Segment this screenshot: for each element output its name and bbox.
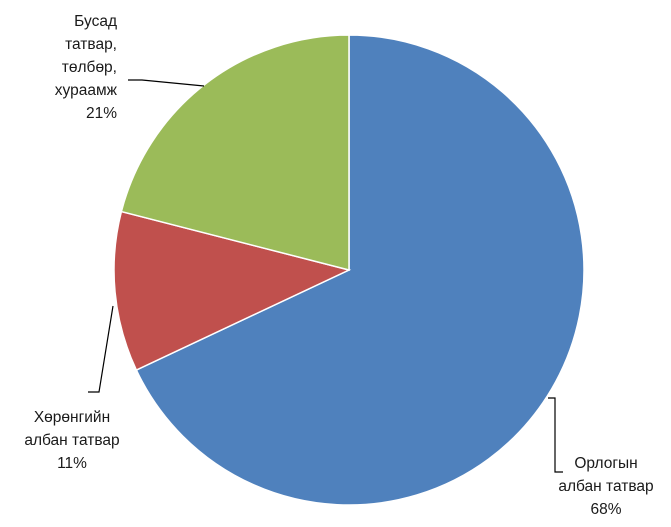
slice-property-tax xyxy=(113,210,352,372)
leader-line-other-taxes xyxy=(128,79,205,87)
leader-line-income-tax xyxy=(548,397,563,473)
slice-percent-label: 68% xyxy=(590,501,621,518)
label-other-taxes: Бусад татвар, төлбөр, хураамж 21% xyxy=(55,13,118,122)
slice-name-line: албан татвар xyxy=(24,432,119,449)
pie-slices xyxy=(113,34,585,506)
slice-name-line: хураамж xyxy=(55,82,118,99)
slice-name-line: Бусад xyxy=(74,13,117,30)
slice-name-line: татвар, xyxy=(65,36,117,53)
slice-income-tax xyxy=(135,34,585,506)
slice-name-line: албан татвар xyxy=(558,478,653,495)
pie-labels: Орлогын албан татвар 68% Хөрөнгийн албан тат… xyxy=(24,13,653,518)
slice-name-line: төлбөр, xyxy=(62,59,117,76)
slice-percent-label: 21% xyxy=(86,105,117,122)
slice-other-taxes xyxy=(120,34,350,271)
slice-name-line: Орлогын xyxy=(574,455,637,472)
slice-percent-label: 11% xyxy=(57,455,87,472)
slice-name-line: Хөрөнгийн xyxy=(34,409,110,426)
label-property-tax: Хөрөнгийн албан татвар 11% xyxy=(24,409,119,472)
label-income-tax: Орлогын албан татвар 68% xyxy=(558,455,653,518)
leader-line-property-tax xyxy=(88,305,114,393)
